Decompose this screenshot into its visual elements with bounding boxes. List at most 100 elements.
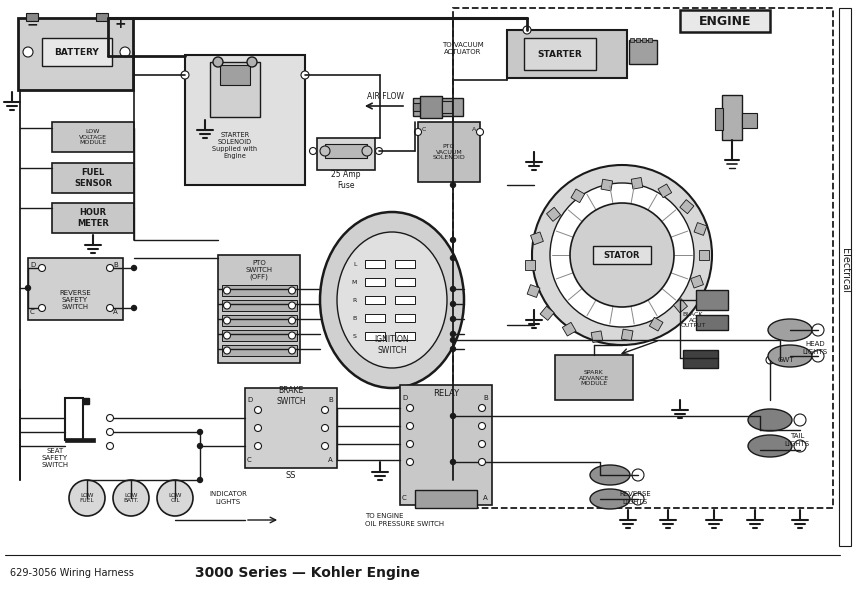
- Circle shape: [197, 430, 202, 435]
- Circle shape: [223, 302, 230, 309]
- Circle shape: [300, 71, 309, 79]
- Circle shape: [450, 337, 455, 343]
- Text: A: A: [328, 457, 333, 463]
- Bar: [222, 345, 297, 356]
- Bar: [526, 285, 539, 297]
- Circle shape: [450, 332, 455, 336]
- Circle shape: [212, 57, 223, 67]
- Bar: [524, 38, 595, 70]
- Ellipse shape: [589, 489, 630, 509]
- Circle shape: [288, 317, 295, 324]
- Bar: [18, 18, 133, 90]
- Text: 25 Amp
Fuse: 25 Amp Fuse: [331, 170, 360, 189]
- Circle shape: [321, 442, 328, 449]
- Circle shape: [254, 442, 261, 449]
- Bar: [648, 317, 662, 331]
- Text: REVERSE
SAFETY
SWITCH: REVERSE SAFETY SWITCH: [59, 290, 90, 310]
- Text: D: D: [30, 262, 35, 268]
- Bar: [673, 298, 687, 313]
- Text: C: C: [30, 309, 35, 315]
- Bar: [630, 38, 633, 42]
- Text: RELAY: RELAY: [432, 388, 459, 397]
- Circle shape: [38, 265, 45, 272]
- Circle shape: [288, 302, 295, 309]
- Bar: [52, 203, 134, 233]
- Circle shape: [120, 47, 130, 57]
- Text: B: B: [352, 316, 357, 320]
- Bar: [316, 138, 374, 170]
- Text: S: S: [352, 333, 357, 339]
- Circle shape: [406, 458, 413, 465]
- Bar: [185, 55, 305, 185]
- Bar: [442, 101, 451, 113]
- Text: TO ENGINE
OIL PRESSURE SWITCH: TO ENGINE OIL PRESSURE SWITCH: [364, 513, 444, 526]
- Bar: [641, 38, 645, 42]
- Text: TAIL
LIGHTS: TAIL LIGHTS: [784, 433, 809, 446]
- Text: A: A: [483, 495, 487, 501]
- Circle shape: [23, 47, 33, 57]
- Text: LOW
VOLTAGE
MODULE: LOW VOLTAGE MODULE: [79, 128, 107, 145]
- Circle shape: [107, 429, 113, 436]
- Text: FUEL
SENSOR: FUEL SENSOR: [74, 168, 112, 188]
- Circle shape: [414, 128, 421, 136]
- Circle shape: [450, 317, 455, 321]
- Bar: [364, 296, 385, 304]
- Bar: [695, 315, 727, 330]
- Bar: [210, 62, 259, 117]
- Text: PTO
VACUUM
SOLENOID: PTO VACUUM SOLENOID: [432, 144, 465, 160]
- Bar: [561, 323, 575, 336]
- Circle shape: [478, 440, 485, 448]
- Text: HOUR
METER: HOUR METER: [77, 208, 109, 228]
- Circle shape: [450, 413, 455, 419]
- Text: GWT: GWT: [777, 357, 793, 363]
- Bar: [420, 96, 442, 118]
- Bar: [222, 330, 297, 341]
- Text: +: +: [114, 17, 125, 31]
- Bar: [682, 350, 717, 368]
- Bar: [395, 332, 415, 340]
- Circle shape: [309, 147, 316, 155]
- Bar: [28, 258, 123, 320]
- Circle shape: [406, 423, 413, 430]
- Circle shape: [69, 480, 105, 516]
- Circle shape: [38, 304, 45, 311]
- Circle shape: [531, 165, 711, 345]
- Circle shape: [321, 407, 328, 413]
- Text: REVERSE
LIGHTS: REVERSE LIGHTS: [618, 491, 650, 504]
- Bar: [690, 275, 703, 288]
- Circle shape: [254, 424, 261, 432]
- Text: BRAKE
SWITCH: BRAKE SWITCH: [276, 387, 305, 406]
- Text: 629-3056 Wiring Harness: 629-3056 Wiring Harness: [10, 568, 134, 578]
- Bar: [679, 200, 693, 214]
- Text: AIR FLOW: AIR FLOW: [367, 92, 404, 101]
- Circle shape: [631, 493, 643, 505]
- Text: ENGINE: ENGINE: [698, 14, 751, 27]
- Bar: [699, 250, 708, 260]
- Text: STARTER
SOLENOID
Supplied with
Engine: STARTER SOLENOID Supplied with Engine: [212, 131, 258, 159]
- Bar: [647, 38, 651, 42]
- Text: LOW
OIL: LOW OIL: [168, 493, 182, 503]
- Bar: [693, 223, 706, 236]
- Text: LOW
FUEL: LOW FUEL: [79, 493, 94, 503]
- Text: SPARK
ADVANCE
MODULE: SPARK ADVANCE MODULE: [578, 369, 608, 387]
- Bar: [530, 232, 543, 244]
- Circle shape: [321, 424, 328, 432]
- Circle shape: [107, 265, 113, 272]
- Ellipse shape: [767, 319, 811, 341]
- Circle shape: [811, 324, 823, 336]
- Bar: [452, 8, 832, 508]
- Text: M: M: [351, 279, 357, 285]
- Circle shape: [478, 423, 485, 430]
- Bar: [364, 278, 385, 286]
- Circle shape: [288, 287, 295, 294]
- Circle shape: [131, 305, 136, 310]
- Text: R: R: [352, 298, 357, 303]
- Ellipse shape: [589, 465, 630, 485]
- Bar: [714, 108, 722, 130]
- Text: PTO
SWITCH
(OFF): PTO SWITCH (OFF): [245, 260, 272, 280]
- Circle shape: [131, 265, 136, 271]
- Circle shape: [223, 347, 230, 354]
- Circle shape: [362, 146, 372, 156]
- Bar: [395, 278, 415, 286]
- Bar: [695, 290, 727, 310]
